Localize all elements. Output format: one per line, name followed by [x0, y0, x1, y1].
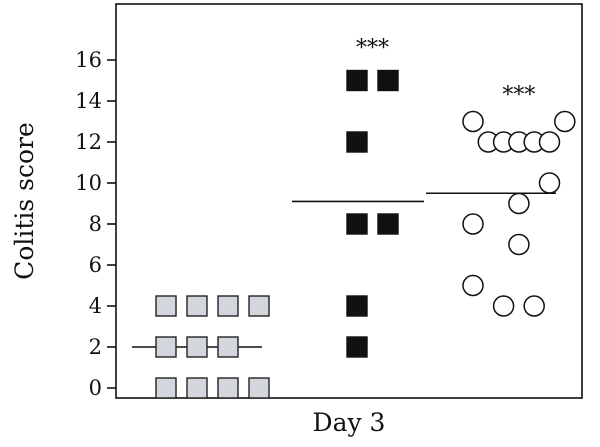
y-tick-label: 14 [75, 89, 102, 113]
data-point [186, 295, 208, 317]
data-point [462, 110, 484, 133]
data-point [538, 131, 561, 153]
data-point [377, 213, 399, 235]
labels-group: Colitis score Day 3 *** *** [10, 36, 535, 437]
data-point [492, 295, 515, 317]
data-point [217, 295, 239, 317]
plot-frame [115, 3, 583, 399]
y-tick-label: 16 [75, 48, 102, 72]
y-axis-group: 0 2 4 6 8 10 12 14 16 [75, 48, 116, 400]
y-tick-label: 6 [89, 253, 102, 277]
y-tick-label: 2 [89, 335, 102, 359]
data-point [346, 213, 368, 235]
data-point [554, 110, 576, 133]
y-tick-label: 4 [89, 294, 102, 318]
data-point [346, 69, 368, 92]
significance-label: *** [356, 36, 389, 61]
data-points-group [155, 69, 576, 399]
x-axis-title: Day 3 [313, 408, 386, 437]
y-tick-label: 0 [89, 376, 102, 400]
data-point [155, 295, 177, 317]
plot-frame-group [115, 3, 583, 399]
data-point [508, 192, 530, 215]
data-point [217, 336, 239, 358]
median-lines-group [132, 192, 556, 348]
data-point [462, 274, 484, 297]
y-tick-label: 10 [75, 171, 102, 195]
data-point [346, 336, 368, 358]
data-point [217, 377, 239, 399]
data-point [508, 233, 530, 256]
data-point [377, 69, 399, 92]
data-point [538, 172, 561, 194]
y-tick-label: 12 [75, 130, 102, 154]
data-point [346, 295, 368, 317]
data-point [186, 377, 208, 399]
data-point [523, 295, 545, 317]
data-point [462, 213, 484, 235]
data-point [346, 131, 368, 153]
y-axis-title: Colitis score [10, 122, 39, 280]
significance-label: *** [502, 83, 535, 108]
data-point [248, 295, 270, 317]
data-point [155, 336, 177, 358]
y-tick-label: 8 [89, 212, 102, 236]
data-point [248, 377, 270, 399]
data-point [186, 336, 208, 358]
data-point [155, 377, 177, 399]
